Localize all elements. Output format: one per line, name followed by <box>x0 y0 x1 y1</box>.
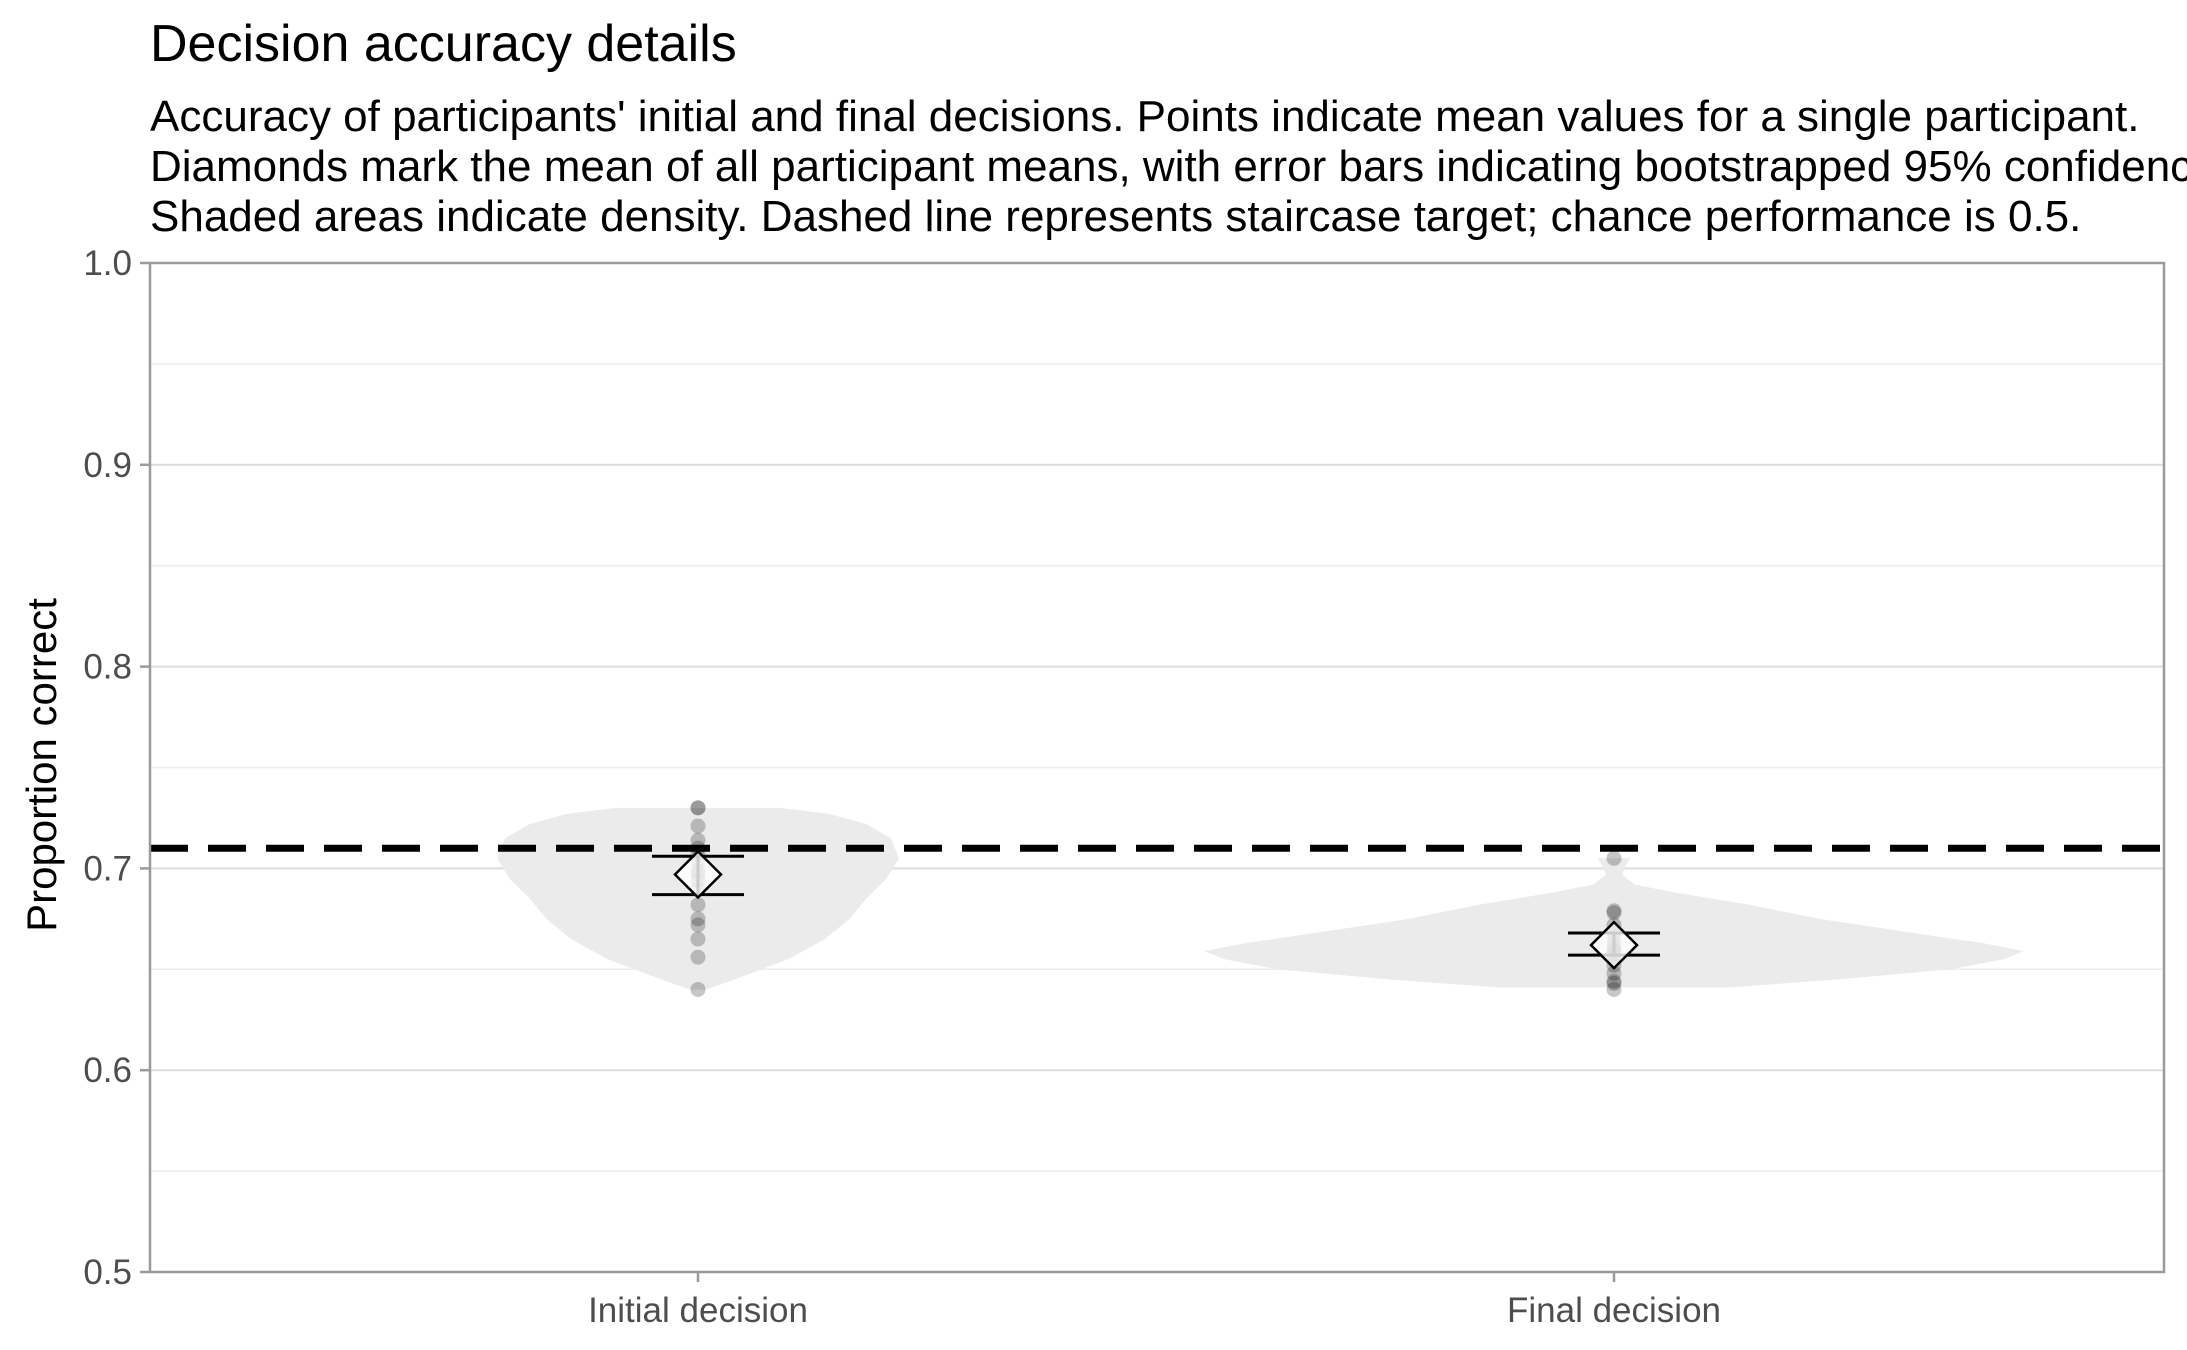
chart-subtitle-line-1: Accuracy of participants' initial and fi… <box>150 92 2140 141</box>
participant-point <box>690 917 706 933</box>
participant-point <box>1606 973 1622 989</box>
participant-point <box>1606 965 1622 981</box>
y-tick-label: 0.6 <box>83 1051 132 1090</box>
y-tick-label: 0.8 <box>83 648 132 687</box>
chart-subtitle-line-3: Shaded areas indicate density. Dashed li… <box>150 192 2082 241</box>
y-tick-label: 0.7 <box>83 849 132 888</box>
participant-point <box>690 832 706 848</box>
participant-point <box>690 911 706 927</box>
participant-point <box>1606 850 1622 866</box>
y-axis-label: Proportion correct <box>18 598 65 932</box>
participant-point <box>690 800 706 816</box>
mean-diamond <box>673 849 723 900</box>
participant-point <box>1606 905 1622 921</box>
x-tick-label: Initial decision <box>588 1291 808 1330</box>
participant-point <box>690 981 706 997</box>
participant-point <box>690 840 706 856</box>
participant-point <box>690 931 706 947</box>
chart-title: Decision accuracy details <box>150 15 737 73</box>
y-tick-label: 1.0 <box>83 244 132 283</box>
participant-point <box>690 800 706 816</box>
participant-point <box>1606 975 1622 991</box>
participant-point <box>690 897 706 913</box>
panel-border <box>148 261 2166 1274</box>
mean-diamond <box>1589 920 1639 970</box>
participant-point <box>1606 981 1622 997</box>
participant-point <box>1606 903 1622 919</box>
chart-subtitle-line-2: Diamonds mark the mean of all participan… <box>150 142 2187 191</box>
participant-point <box>690 949 706 965</box>
x-tick-label: Final decision <box>1507 1291 1721 1330</box>
y-tick-label: 0.9 <box>83 446 132 485</box>
participant-point <box>690 818 706 834</box>
y-tick-label: 0.5 <box>83 1253 132 1292</box>
